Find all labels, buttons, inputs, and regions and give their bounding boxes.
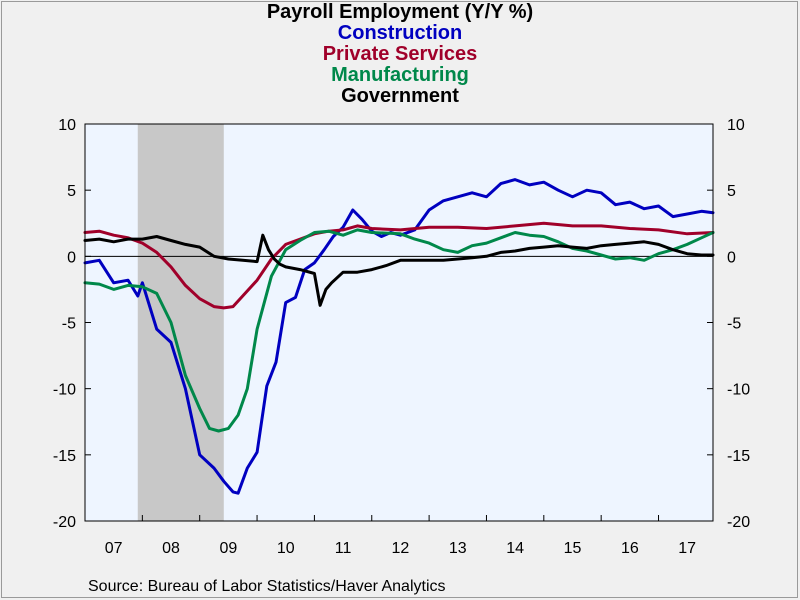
- y-tick-label-right: 0: [727, 249, 736, 266]
- y-tick-label-left: 0: [67, 249, 76, 266]
- y-tick-label-right: 10: [727, 117, 745, 134]
- legend-construction: Construction: [337, 22, 463, 44]
- x-tick-label: 12: [392, 540, 410, 557]
- x-tick-label: 17: [678, 540, 696, 557]
- y-tick-label-left: -10: [53, 382, 76, 399]
- x-tick-label: 07: [105, 540, 123, 557]
- series-line-manufacturing: [83, 228, 715, 433]
- y-tick-label-left: -20: [53, 514, 76, 531]
- source-note: Source: Bureau of Labor Statistics/Haver…: [88, 578, 446, 595]
- x-tick-label: 16: [621, 540, 639, 557]
- x-tick-label: 09: [219, 540, 237, 557]
- series-line-construction: [83, 178, 715, 495]
- chart-header: Payroll Employment (Y/Y %) Construction …: [0, 2, 800, 107]
- y-tick-label-left: 10: [58, 117, 76, 134]
- x-tick-label: 11: [335, 540, 352, 557]
- y-tick-label-right: 5: [727, 183, 736, 200]
- series-line-government: [83, 233, 715, 307]
- x-tick-label: 15: [564, 540, 582, 557]
- y-tick-label-left: -15: [53, 448, 76, 465]
- y-tick-label-left: -5: [62, 316, 76, 333]
- legend-private-services: Private Services: [322, 43, 478, 65]
- legend-government: Government: [341, 85, 459, 107]
- x-tick-label: 14: [506, 540, 524, 557]
- y-tick-label-left: 5: [67, 183, 76, 200]
- x-tick-label: 10: [277, 540, 295, 557]
- x-tick-label: 08: [162, 540, 180, 557]
- x-tick-label: 13: [449, 540, 467, 557]
- y-tick-label-right: -15: [727, 448, 750, 465]
- chart-title: Payroll Employment (Y/Y %): [266, 1, 534, 23]
- recession-band: [137, 124, 224, 521]
- y-tick-label-right: -20: [727, 514, 750, 531]
- legend-manufacturing: Manufacturing: [331, 64, 469, 86]
- y-tick-label-right: -10: [727, 382, 750, 399]
- y-tick-label-right: -5: [727, 316, 741, 333]
